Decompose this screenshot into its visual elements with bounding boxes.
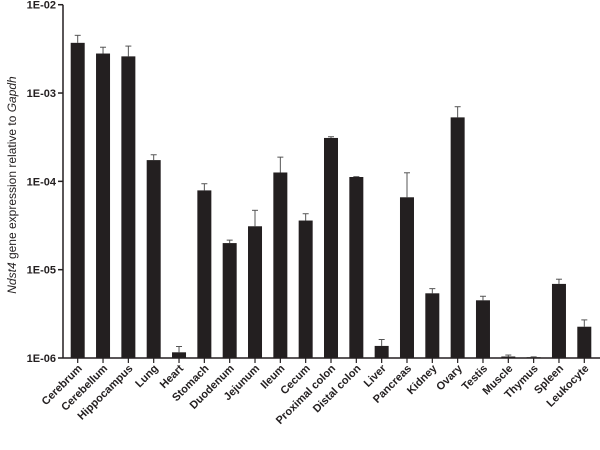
bar-cerebellum xyxy=(96,53,111,359)
x-tick-label: Lung xyxy=(133,363,160,390)
bar-leukocyte xyxy=(577,326,592,358)
x-tick-label: Kidney xyxy=(405,362,440,397)
bar-hippocampus xyxy=(121,56,136,359)
bar-cerebrum xyxy=(70,42,85,358)
y-tick-label: 1E-04 xyxy=(27,176,57,188)
bar-heart xyxy=(172,352,187,358)
bar-spleen xyxy=(551,283,566,358)
y-tick-label: 1E-03 xyxy=(27,88,56,100)
bar-testis xyxy=(475,300,490,358)
bar-ileum xyxy=(273,172,288,358)
y-tick-label: 1E-06 xyxy=(27,353,56,365)
svg-text:Ndst4 gene expression relative: Ndst4 gene expression relative to Gapdh xyxy=(5,76,19,294)
y-tick-label: 1E-05 xyxy=(27,265,56,277)
y-axis-label-reference: Gapdh xyxy=(5,76,19,112)
y-tick-label: 1E-02 xyxy=(27,0,56,12)
bar-duodenum xyxy=(222,243,237,358)
bar-cecum xyxy=(298,220,313,358)
bar-distal-colon xyxy=(349,177,364,358)
bar-muscle xyxy=(501,356,516,358)
bar-liver xyxy=(374,345,389,358)
bar-jejunum xyxy=(248,226,263,358)
bar-ovary xyxy=(450,117,465,359)
bar-pancreas xyxy=(399,197,414,358)
y-axis-label: Ndst4 gene expression relative to Gapdh xyxy=(5,76,19,294)
x-axis: CerebrumCerebellumHippocampusLungHeartSt… xyxy=(40,357,600,427)
y-axis: 1E-06 1E-05 1E-04 1E-03 1E-02 xyxy=(27,0,64,365)
bar-lung xyxy=(146,160,161,358)
bar-proximal-colon xyxy=(324,137,338,358)
x-tick-label: Ovary xyxy=(434,362,465,393)
bar-kidney xyxy=(425,293,440,358)
bar-thymus xyxy=(526,357,541,358)
bars xyxy=(70,34,592,359)
bar-stomach xyxy=(197,190,212,358)
y-axis-label-text: gene expression relative to xyxy=(5,112,19,262)
y-axis-label-gene: Ndst4 xyxy=(5,262,19,294)
